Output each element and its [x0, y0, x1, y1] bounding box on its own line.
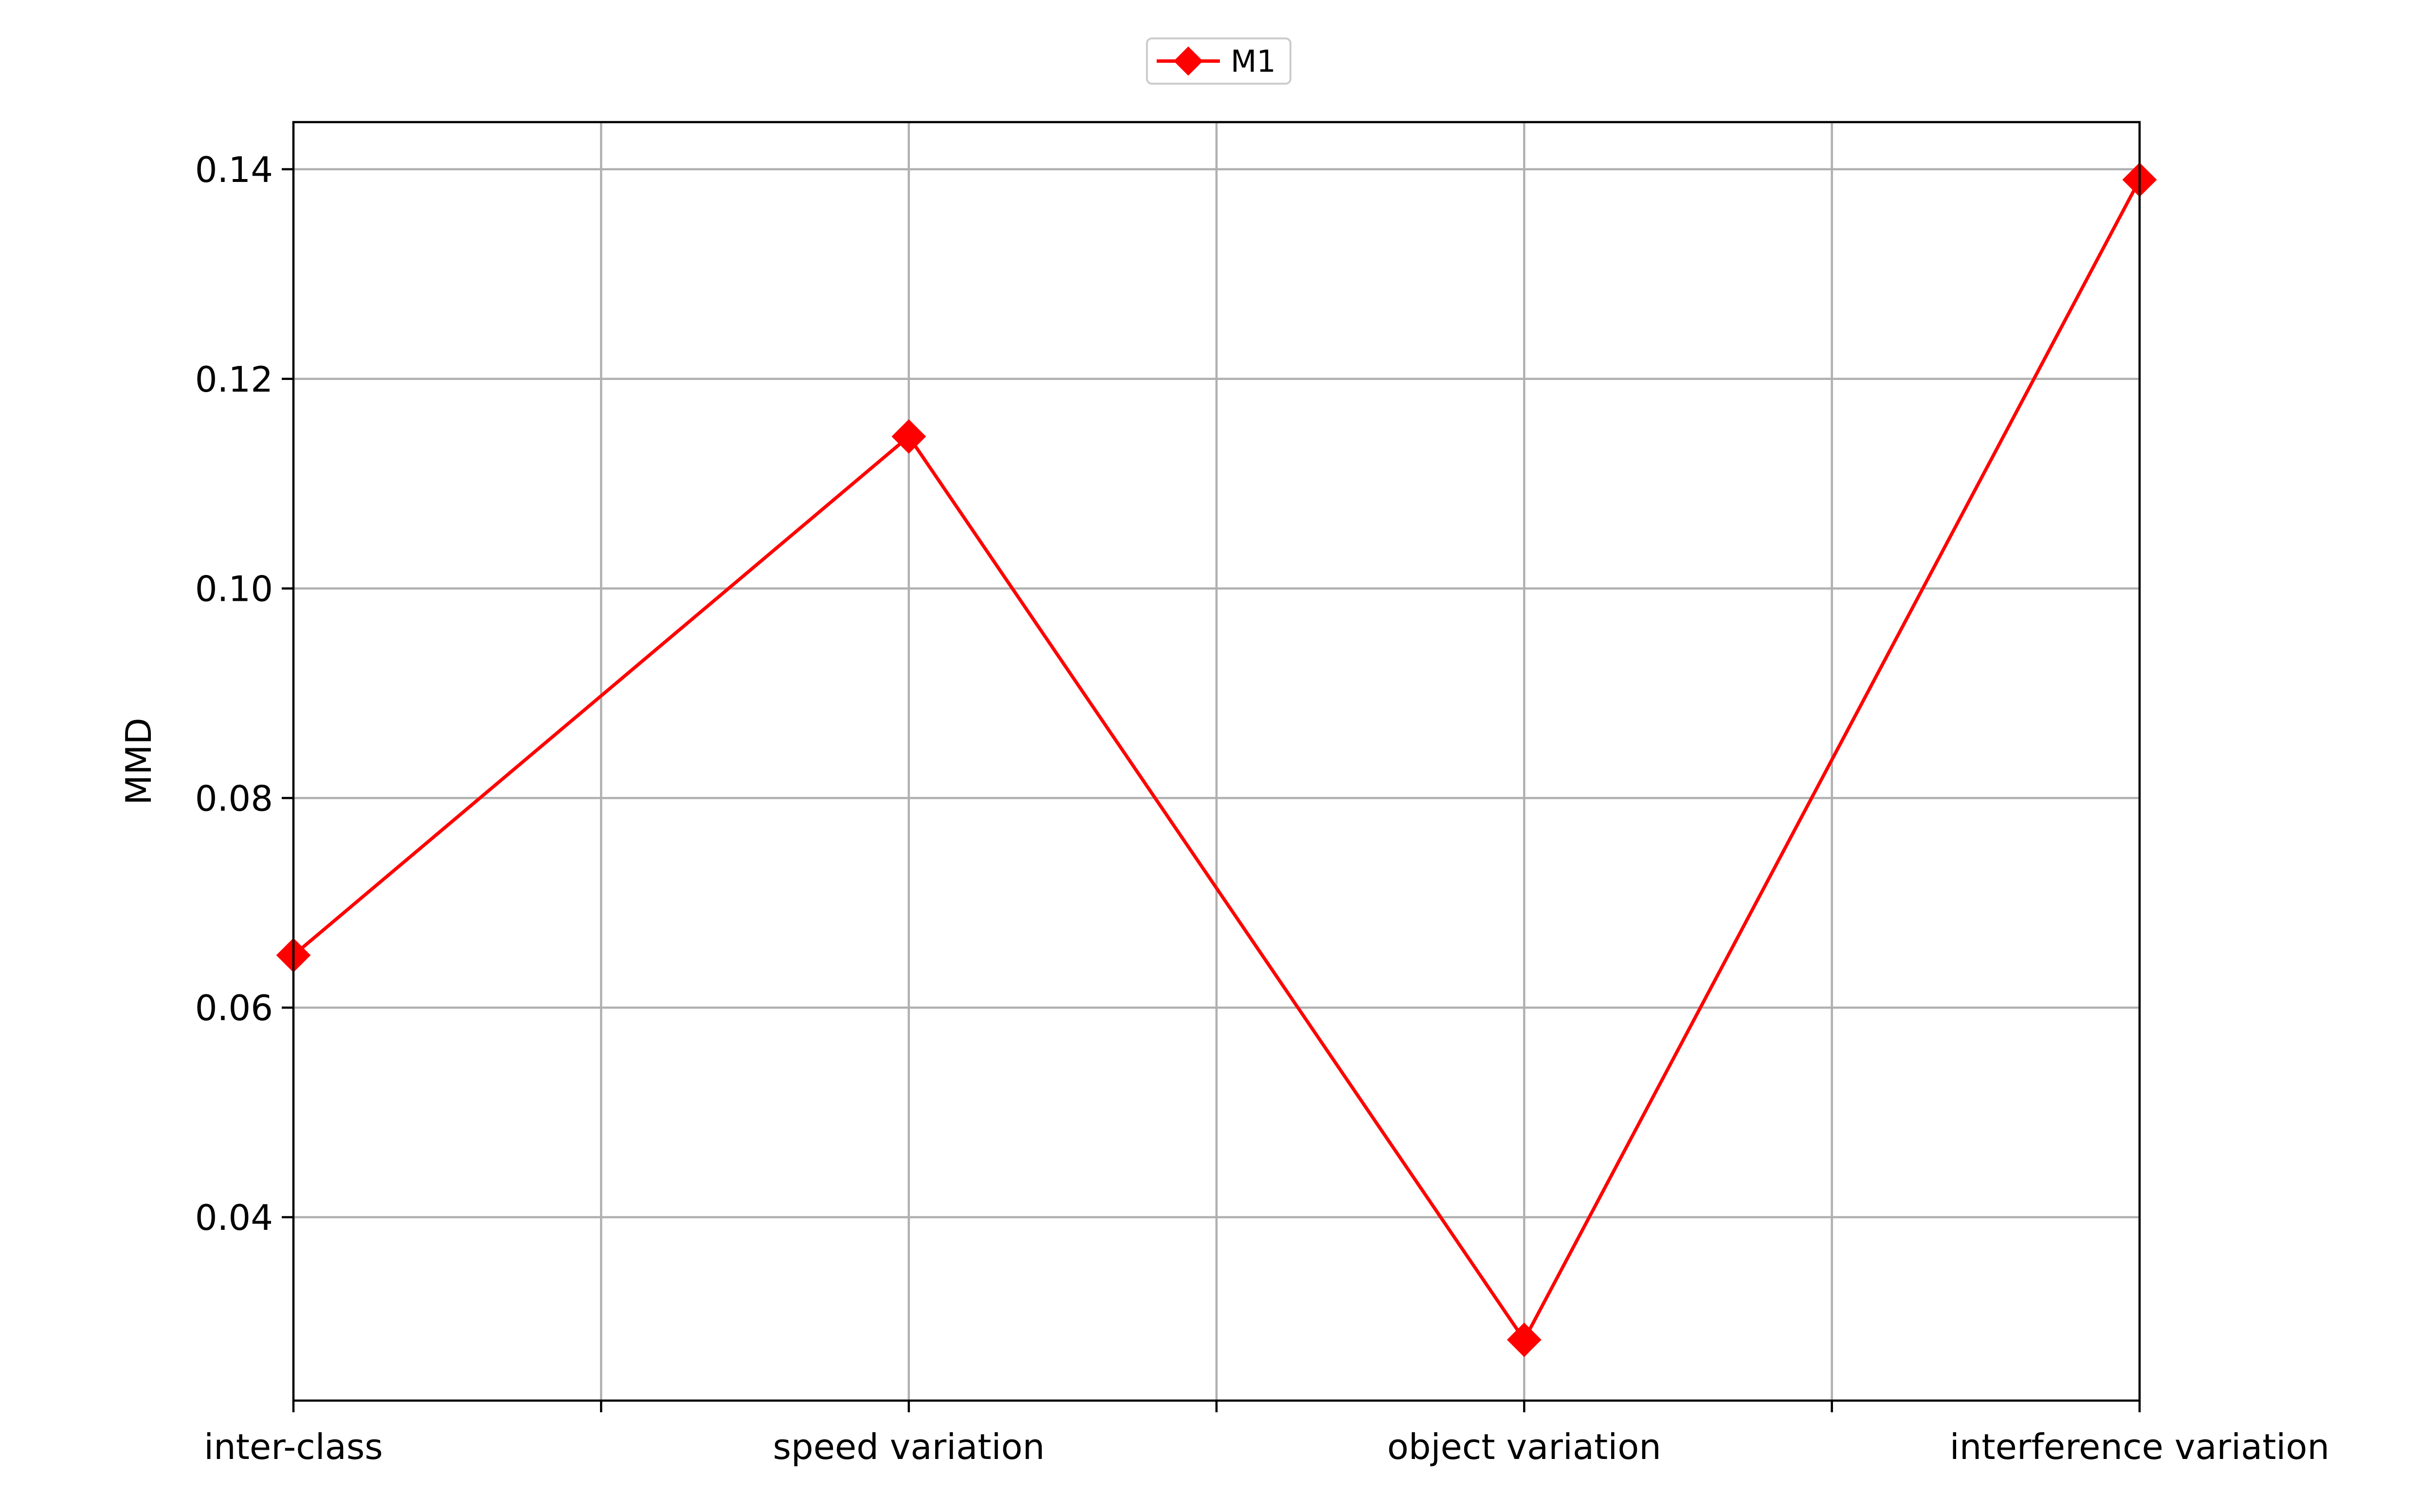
y-axis-label: MMD [118, 718, 159, 805]
series-layer [276, 162, 2157, 1357]
y-tick-label: 0.14 [195, 149, 273, 190]
y-tick-label: 0.06 [195, 988, 273, 1028]
y-tick-label: 0.04 [195, 1197, 273, 1238]
x-tick-label: interference variation [1950, 1426, 2330, 1467]
data-point-marker [1507, 1322, 1542, 1357]
x-tick-label: object variation [1387, 1426, 1661, 1467]
y-tick-label: 0.08 [195, 778, 273, 819]
x-tick-label: inter-class [204, 1426, 383, 1467]
y-tick-label: 0.10 [195, 569, 273, 610]
x-tick-label: speed variation [773, 1426, 1045, 1467]
legend-label-m1: M1 [1231, 44, 1276, 79]
gridlines [292, 122, 2141, 1401]
axis-ticks: inter-class speed variation object variati… [195, 149, 2330, 1467]
legend-marker-m1 [1174, 46, 1203, 76]
legend: M1 [1146, 37, 1291, 85]
data-point-marker [891, 419, 926, 454]
y-tick-label: 0.12 [195, 359, 273, 400]
series-line-m1 [292, 179, 2142, 1342]
